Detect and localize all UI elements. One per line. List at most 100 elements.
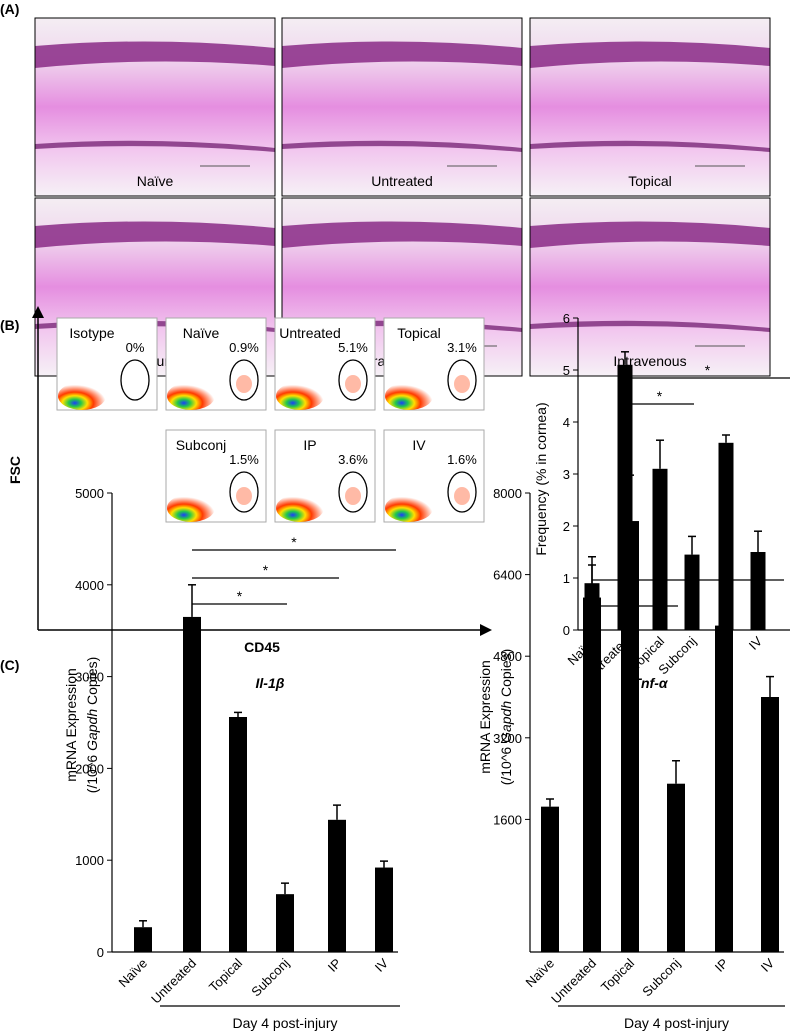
annotation: Day 4 post-injury [232,1015,337,1031]
y-axis-label: mRNA Expression (/10^6 Gapdh Copies) [477,649,514,786]
y-tick-label: 1 [563,571,570,586]
bar [718,442,734,630]
flow-gate [338,359,368,401]
flow-label: Untreated [279,325,340,341]
flow-gate [229,359,259,401]
y-label-part: Gapdh [84,709,100,751]
panel-label: (B) [0,317,19,333]
flow-percent: 1.6% [447,452,477,467]
flow-plot: IV 1.6% [383,429,485,523]
y-label-line: (/10^6 Gapdh Copies) [498,649,514,786]
tile-border [529,197,771,377]
flow-x-label: CD45 [244,639,280,655]
y-tick-label: 5000 [75,486,104,501]
flow-blob [276,382,324,410]
y-label-line: mRNA Expression [477,660,493,774]
flow-gate-cells [454,487,470,505]
epithelium [35,221,275,248]
flow-gate-cells [236,487,252,505]
annotation: Day 4 post-injury [624,1015,729,1031]
flow-label: IP [303,437,316,453]
bar [761,697,779,952]
bar [621,521,639,952]
histology-image: Topical [529,17,771,197]
flow-gate [447,471,477,513]
significance-label: * [705,362,711,378]
histology-image: Intravenous [529,197,771,377]
panel-label: (C) [0,657,19,673]
tile-border [34,17,276,197]
y-tick-label: 8000 [493,486,522,501]
y-label-line: Frequency (% in cornea) [533,402,549,555]
flow-label: Subconj [176,437,227,453]
flow-gate [338,471,368,513]
y-tick-label: 5 [563,363,570,378]
bar [375,867,393,952]
epithelium [530,41,770,68]
endothelium [530,320,770,332]
x-tick-label: Subconj [248,955,292,999]
flow-plot: Isotype 0% [56,317,158,411]
flow-y-label: FSC [7,456,23,484]
flow-label: IV [412,437,426,453]
epithelium [530,221,770,248]
y-tick-label: 0 [97,945,104,960]
y-tick-label: 6400 [493,568,522,583]
y-tick-label: 3 [563,467,570,482]
flow-blob [58,382,106,410]
tile-border [281,17,523,197]
y-label-part: Frequency (% in cornea) [533,402,549,555]
histology-label: Topical [628,173,672,189]
y-label-part: Copies) [498,649,514,701]
significance-label: * [657,388,663,404]
x-tick-label: IV [372,955,392,975]
flow-blob [276,494,324,522]
bar [684,554,700,630]
y-tick-label: 4800 [493,649,522,664]
significance-label: * [291,534,297,550]
y-axis-label: mRNA Expression (/10^6 Gapdh Copies) [63,657,100,794]
x-tick-label: Subconj [639,955,683,999]
epithelium [282,221,522,248]
bar [183,616,201,952]
x-tick-label: IV [758,955,778,975]
y-label-line: mRNA Expression [63,668,79,782]
flow-gate [447,359,477,401]
bar [750,552,766,630]
bar [667,783,685,952]
flow-label: Isotype [69,325,114,341]
y-tick-label: 2 [563,519,570,534]
significance-label: * [632,590,638,606]
bar [134,927,152,952]
flow-gate-cells [454,375,470,393]
x-tick-label: IP [325,956,344,975]
x-tick-label: Naïve [522,956,557,991]
bar [328,819,346,952]
x-tick-label: IV [746,633,766,653]
epithelium [35,41,275,68]
histology-label: Naïve [137,173,174,189]
flow-blob [385,382,433,410]
flow-plot: IP 3.6% [274,429,376,523]
flow-plot: Topical 3.1% [383,317,485,411]
endothelium [530,140,770,152]
bar [583,597,601,952]
x-tick-label: Naïve [115,956,150,991]
flow-blob [167,494,215,522]
bar [652,468,668,630]
y-tick-label: 6 [563,311,570,326]
flow-gate-cells [345,375,361,393]
flow-percent: 3.6% [338,452,368,467]
flow-label: Naïve [183,325,220,341]
significance-label: * [263,562,269,578]
flow-blob [167,382,215,410]
y-tick-label: 4 [563,415,570,430]
flow-label: Topical [397,325,441,341]
flow-percent: 5.1% [338,340,368,355]
bar [715,625,733,952]
flow-gate-cells [236,375,252,393]
flow-blob [385,494,433,522]
